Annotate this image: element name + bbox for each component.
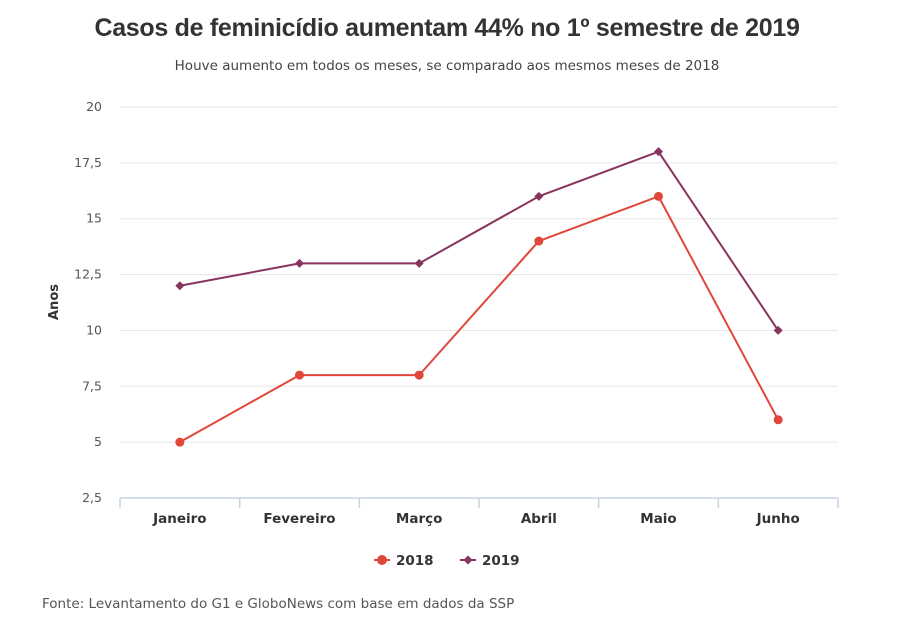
chart-source: Fonte: Levantamento do G1 e GloboNews co… bbox=[42, 596, 515, 612]
y-tick-label: 20 bbox=[86, 99, 102, 114]
legend-label: 2018 bbox=[396, 553, 434, 569]
data-point[interactable] bbox=[654, 147, 663, 157]
series-lines bbox=[175, 147, 783, 447]
data-point[interactable] bbox=[534, 236, 544, 246]
legend-item-2019[interactable]: 2019 bbox=[460, 553, 520, 569]
y-tick-label: 12,5 bbox=[74, 267, 102, 282]
y-tick-label: 7,5 bbox=[82, 378, 102, 393]
legend-label: 2019 bbox=[482, 553, 520, 569]
x-tick-label: Março bbox=[396, 511, 442, 527]
y-axis: 2,5 5 7,5 10 12,5 15 17,5 20 bbox=[74, 99, 102, 505]
data-point[interactable] bbox=[295, 258, 304, 268]
series-2019 bbox=[175, 147, 783, 335]
data-point[interactable] bbox=[414, 258, 424, 268]
data-point[interactable] bbox=[414, 370, 424, 380]
y-axis-label: Anos bbox=[47, 284, 62, 320]
chart-title: Casos de feminicídio aumentam 44% no 1º … bbox=[94, 14, 800, 42]
legend-item-2018[interactable]: 2018 bbox=[374, 553, 434, 569]
x-tick-label: Janeiro bbox=[152, 511, 206, 527]
data-point[interactable] bbox=[773, 415, 783, 425]
x-tick-label: Maio bbox=[640, 511, 676, 527]
series-line-2019 bbox=[179, 150, 779, 331]
y-tick-label: 17,5 bbox=[74, 155, 102, 170]
data-point[interactable] bbox=[175, 437, 185, 447]
grid-lines bbox=[120, 106, 838, 443]
chart-subtitle: Houve aumento em todos os meses, se comp… bbox=[174, 58, 720, 74]
x-axis: Janeiro Fevereiro Março Abril Maio Junho bbox=[119, 497, 839, 527]
data-point[interactable] bbox=[295, 370, 304, 380]
y-tick-label: 10 bbox=[86, 322, 102, 337]
series-2018 bbox=[175, 191, 783, 447]
y-tick-label: 2,5 bbox=[82, 490, 102, 505]
x-tick-label: Junho bbox=[756, 511, 800, 527]
legend[interactable]: 2018 2019 bbox=[374, 553, 520, 569]
series-line-2018 bbox=[179, 195, 780, 444]
legend-marker bbox=[463, 555, 473, 565]
data-point[interactable] bbox=[773, 325, 783, 335]
y-tick-label: 15 bbox=[86, 211, 102, 226]
data-point[interactable] bbox=[654, 191, 663, 201]
legend-marker bbox=[377, 555, 387, 565]
data-point[interactable] bbox=[534, 191, 544, 201]
data-point[interactable] bbox=[175, 281, 185, 291]
x-tick-label: Fevereiro bbox=[263, 511, 335, 527]
x-tick-label: Abril bbox=[521, 511, 557, 527]
y-tick-label: 5 bbox=[94, 434, 102, 449]
